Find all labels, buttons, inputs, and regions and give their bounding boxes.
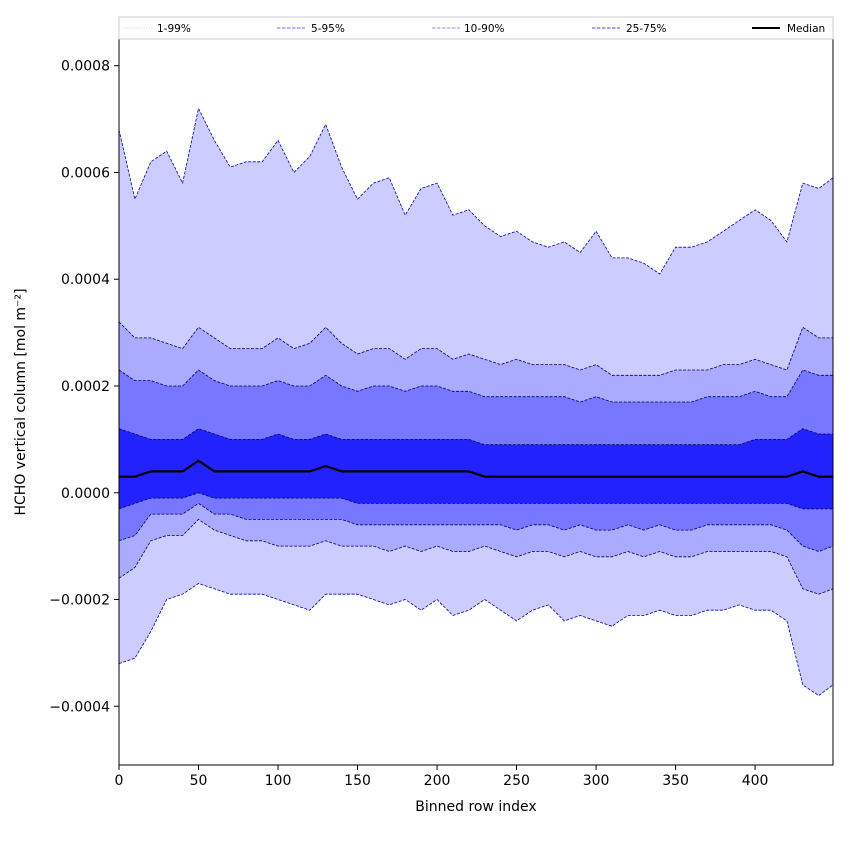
x-tick-label: 50 [190,773,208,789]
y-tick-label: −0.0004 [49,699,110,715]
band-lower-line-10-90pct [118,502,834,552]
y-axis-label: HCHO vertical column [mol m⁻²] [13,288,29,515]
legend-label: 10-90% [464,23,505,35]
x-tick-label: 350 [662,773,689,789]
lines-layer [118,107,834,697]
y-tick-label: 0.0002 [61,379,110,395]
legend: 1-99% 5-95% 10-90% 25-75% Median [118,16,834,40]
legend-box [118,16,834,40]
x-axis: 0 50 100 150 200 250 300 350 400 [115,765,769,789]
legend-label: Median [787,23,825,35]
y-tick-label: −0.0002 [49,593,110,609]
legend-label: 1-99% [157,23,191,35]
x-tick-label: 100 [265,773,292,789]
band-lower-line-1-99pct [118,583,834,697]
bands-layer [119,108,833,696]
y-tick-label: 0.0004 [61,272,110,288]
y-axis: −0.0004 −0.0002 0.0000 0.0002 0.0004 0.0006 0.… [49,59,119,715]
band-upper-line-5-95pct [118,321,833,376]
x-tick-label: 300 [583,773,610,789]
y-tick-label: 0.0006 [61,165,110,181]
band-25-75pct [119,428,833,509]
x-axis-label: Binned row index [415,799,536,815]
median-line [119,459,833,478]
band-upper-line-10-90pct [118,369,833,403]
legend-label: 25-75% [626,23,667,35]
y-tick-label: 0.0000 [61,486,110,502]
x-tick-label: 400 [742,773,769,789]
band-upper-line-1-99pct [118,107,834,275]
band-lower-line-5-95pct [118,518,834,595]
x-tick-label: 250 [503,773,530,789]
x-tick-label: 200 [424,773,451,789]
x-tick-label: 150 [344,773,371,789]
legend-label: 5-95% [311,23,345,35]
band-upper-line-25-75pct [118,428,833,446]
y-tick-label: 0.0008 [61,59,110,75]
band-lower-line-25-75pct [118,492,833,510]
x-tick-label: 0 [115,773,124,789]
